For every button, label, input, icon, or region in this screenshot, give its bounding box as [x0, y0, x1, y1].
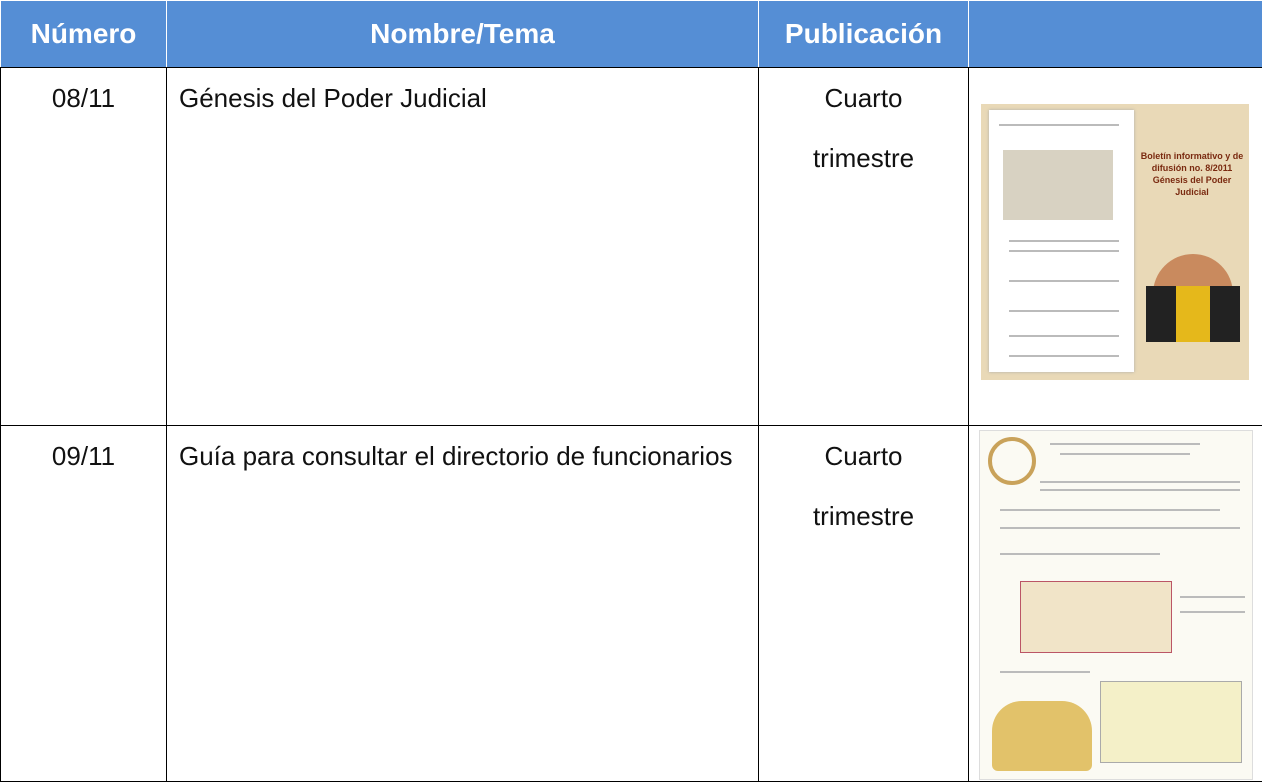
header-cell: [968, 0, 1262, 68]
row: 09/11 Guía para consultar el directorio …: [0, 425, 1262, 782]
publicacion-text: Cuarto trimestre: [812, 83, 915, 173]
thumbnail-screenshot: [1100, 681, 1242, 763]
numero: 09/11: [0, 425, 167, 782]
thumbnail-screenshot: [1020, 581, 1172, 653]
header-cell: Nombre/Tema: [166, 0, 759, 68]
row: 08/11 Génesis del Poder Judicial Cuarto …: [0, 67, 1262, 426]
thumbnail: Boletín informativo y de difusión no. 8/…: [981, 104, 1249, 380]
publicacion: Cuarto trimestre: [758, 67, 969, 426]
numero: 08/11: [0, 67, 167, 426]
thumbnail-icon: [988, 437, 1036, 485]
publicacion-text: Cuarto trimestre: [812, 441, 915, 531]
thumbnail: [979, 430, 1253, 780]
nombre: Génesis del Poder Judicial: [166, 67, 759, 426]
header-cell: Publicación: [758, 0, 969, 68]
thumbnail-cell: [968, 425, 1262, 782]
header-cell: Número: [0, 0, 167, 68]
thumbnail-figure: [992, 701, 1092, 771]
nombre: Guía para consultar el directorio de fun…: [166, 425, 759, 782]
thumbnail-page: [989, 110, 1134, 372]
thumbnail-book: [1146, 286, 1240, 342]
publicacion: Cuarto trimestre: [758, 425, 969, 782]
thumbnail-caption: Boletín informativo y de difusión no. 8/…: [1140, 151, 1244, 197]
header-row: Número Nombre/Tema Publicación: [0, 0, 1262, 68]
thumbnail-cell: Boletín informativo y de difusión no. 8/…: [968, 67, 1262, 426]
